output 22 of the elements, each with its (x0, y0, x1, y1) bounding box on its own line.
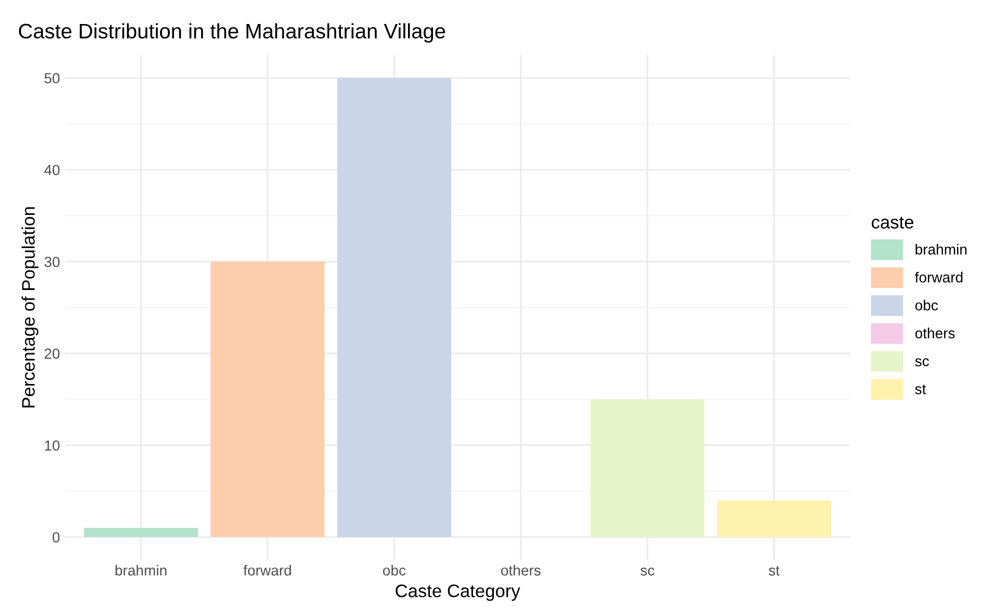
y-tick-label: 50 (44, 73, 60, 84)
x-tick-label: forward (243, 564, 291, 576)
y-tick-label: 20 (44, 348, 60, 359)
x-axis-title: Caste Category (396, 584, 520, 601)
legend-label: sc (915, 358, 929, 366)
x-tick-label: st (768, 566, 780, 576)
legend-label: forward (914, 272, 962, 283)
legend-label: brahmin (916, 244, 966, 255)
legend-label: st (915, 384, 926, 394)
y-tick-label: 30 (44, 256, 60, 268)
x-tick-label: brahmin (116, 564, 166, 576)
y-axis-title: Percentage of Population (22, 207, 38, 408)
legend-label: obc (915, 300, 938, 310)
chart-title: Caste Distribution in the Maharashtrian Village (18, 23, 446, 43)
legend-title: caste (872, 216, 914, 229)
x-tick-label: sc (640, 568, 654, 576)
y-tick-label: 10 (45, 440, 60, 451)
legend-label: others (915, 328, 955, 338)
x-tick-label: obc (383, 564, 406, 576)
x-tick-label: others (501, 564, 541, 576)
y-tick-label: 40 (44, 164, 60, 176)
y-tick-label: 0 (52, 532, 60, 542)
